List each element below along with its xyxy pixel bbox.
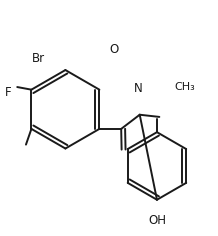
Text: F: F	[5, 86, 12, 99]
Text: O: O	[110, 43, 119, 56]
Text: CH₃: CH₃	[174, 82, 195, 93]
Text: OH: OH	[148, 214, 166, 227]
Text: N: N	[134, 82, 143, 95]
Text: Br: Br	[32, 51, 45, 64]
